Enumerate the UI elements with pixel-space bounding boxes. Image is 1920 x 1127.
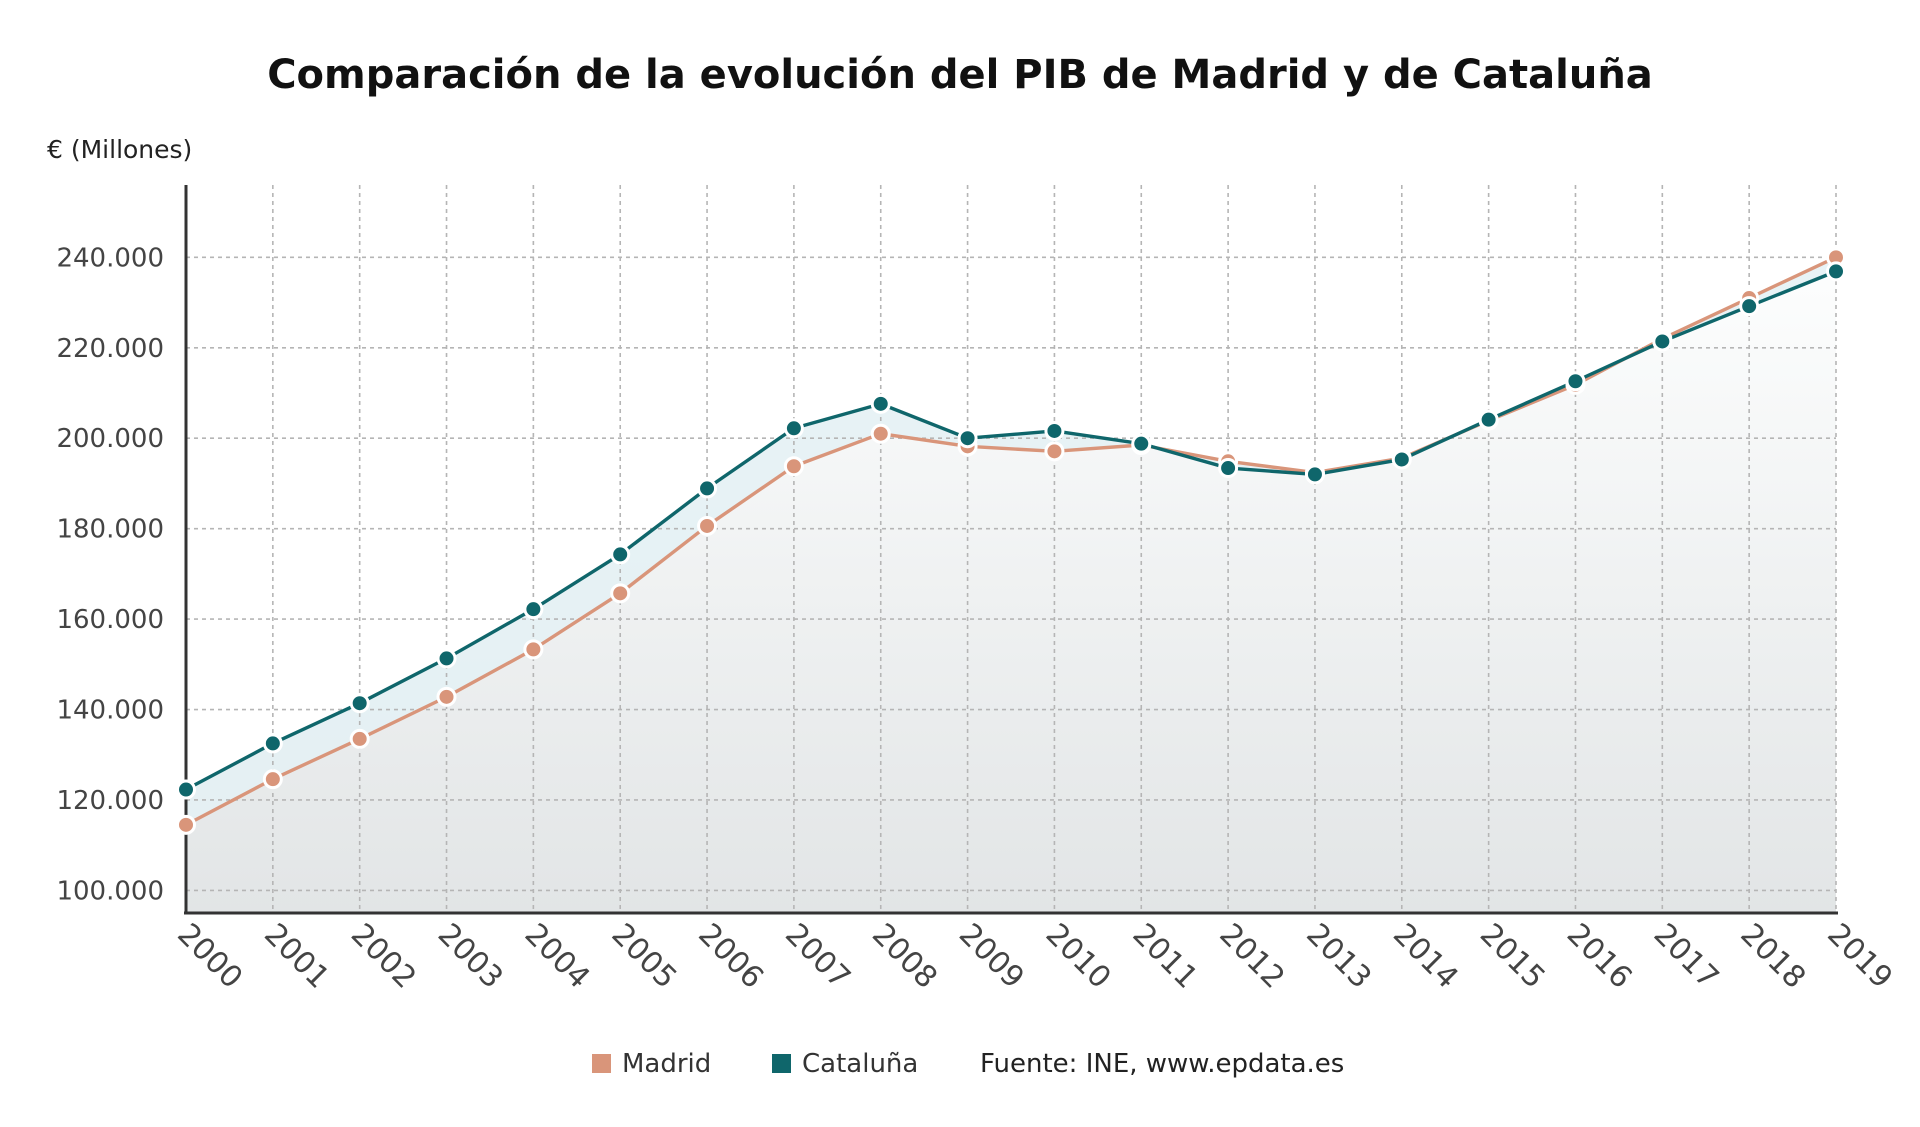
y-tick-label: 180.000 [56, 515, 164, 545]
data-point-cataluna [1391, 449, 1412, 470]
x-tick-label: 2019 [1820, 917, 1899, 996]
data-point-madrid [610, 583, 631, 604]
data-point-cataluna [436, 648, 457, 669]
x-tick-label: 2011 [1126, 917, 1205, 996]
x-tick-label: 2009 [952, 917, 1031, 996]
data-point-cataluna [1565, 371, 1586, 392]
data-point-cataluna [1044, 420, 1065, 441]
source-prefix: Fuente: INE, [980, 1049, 1146, 1079]
legend-item-cataluna[interactable]: Cataluña [772, 1049, 918, 1079]
legend-item-madrid[interactable]: Madrid [592, 1049, 711, 1079]
legend-label-cataluna: Cataluña [802, 1049, 918, 1079]
x-tick-label: 2017 [1647, 917, 1726, 996]
data-point-cataluna [349, 693, 370, 714]
x-tick-label: 2008 [865, 917, 944, 996]
x-tick-label: 2012 [1212, 917, 1291, 996]
x-tick-label: 2006 [691, 917, 770, 996]
y-tick-label: 100.000 [56, 876, 164, 906]
x-tick-label: 2010 [1039, 917, 1118, 996]
area-layer [186, 257, 1836, 913]
y-tick-label: 200.000 [56, 424, 164, 454]
x-tick-label: 2007 [778, 917, 857, 996]
data-point-cataluna [610, 544, 631, 565]
data-point-madrid [262, 769, 283, 790]
data-point-cataluna [697, 478, 718, 499]
x-tick-label: 2018 [1734, 917, 1813, 996]
x-tick-label: 2014 [1386, 917, 1465, 996]
data-point-madrid [870, 423, 891, 444]
legend-swatch-cataluna [772, 1054, 791, 1073]
data-point-madrid [176, 814, 196, 835]
y-axis-unit-label: € (Millones) [47, 135, 192, 164]
data-point-madrid [697, 515, 718, 536]
area-fill [186, 257, 1836, 913]
point-layer [176, 247, 1846, 835]
series-line-madrid [185, 255, 1837, 827]
data-point-cataluna [783, 418, 804, 439]
line-layer [185, 255, 1837, 827]
x-tick-label: 2013 [1299, 917, 1378, 996]
data-point-cataluna [1304, 464, 1325, 485]
legend-swatch-madrid [592, 1054, 611, 1073]
x-tick-label: 2001 [257, 917, 336, 996]
data-point-cataluna [1478, 409, 1499, 430]
data-point-cataluna [176, 779, 196, 800]
data-point-madrid [349, 728, 370, 749]
data-point-cataluna [870, 393, 891, 414]
data-point-madrid [783, 456, 804, 477]
source-note: Fuente: INE, www.epdata.es [980, 1049, 1344, 1079]
legend-label-madrid: Madrid [622, 1049, 711, 1079]
y-tick-label: 120.000 [56, 786, 164, 816]
x-tick-label: 2002 [344, 917, 423, 996]
chart-title: Comparación de la evolución del PIB de M… [267, 52, 1653, 98]
data-point-cataluna [523, 599, 544, 620]
source-site-link[interactable]: www.epdata.es [1146, 1049, 1345, 1079]
data-point-cataluna [1131, 433, 1152, 454]
x-tick-label: 2000 [170, 917, 249, 996]
data-point-madrid [1044, 441, 1065, 462]
x-tick-label: 2004 [518, 917, 597, 996]
y-tick-label: 240.000 [56, 243, 164, 273]
data-point-cataluna [1652, 331, 1673, 352]
y-tick-label: 160.000 [56, 605, 164, 635]
data-point-cataluna [262, 733, 283, 754]
data-point-cataluna [957, 428, 978, 449]
x-tick-label: 2015 [1473, 917, 1552, 996]
x-tick-label: 2005 [605, 917, 684, 996]
x-tick-label: 2016 [1560, 917, 1639, 996]
x-tick-label: 2003 [431, 917, 510, 996]
data-point-cataluna [1826, 261, 1846, 282]
data-point-madrid [436, 686, 457, 707]
series-line-cataluna [185, 269, 1837, 792]
data-point-cataluna [1218, 458, 1239, 479]
y-tick-label: 220.000 [56, 334, 164, 364]
y-tick-label: 140.000 [56, 696, 164, 726]
legend: Madrid Cataluña Fuente: INE, www.epdata.… [592, 1049, 1344, 1079]
data-point-madrid [523, 639, 544, 660]
data-point-cataluna [1739, 296, 1760, 317]
